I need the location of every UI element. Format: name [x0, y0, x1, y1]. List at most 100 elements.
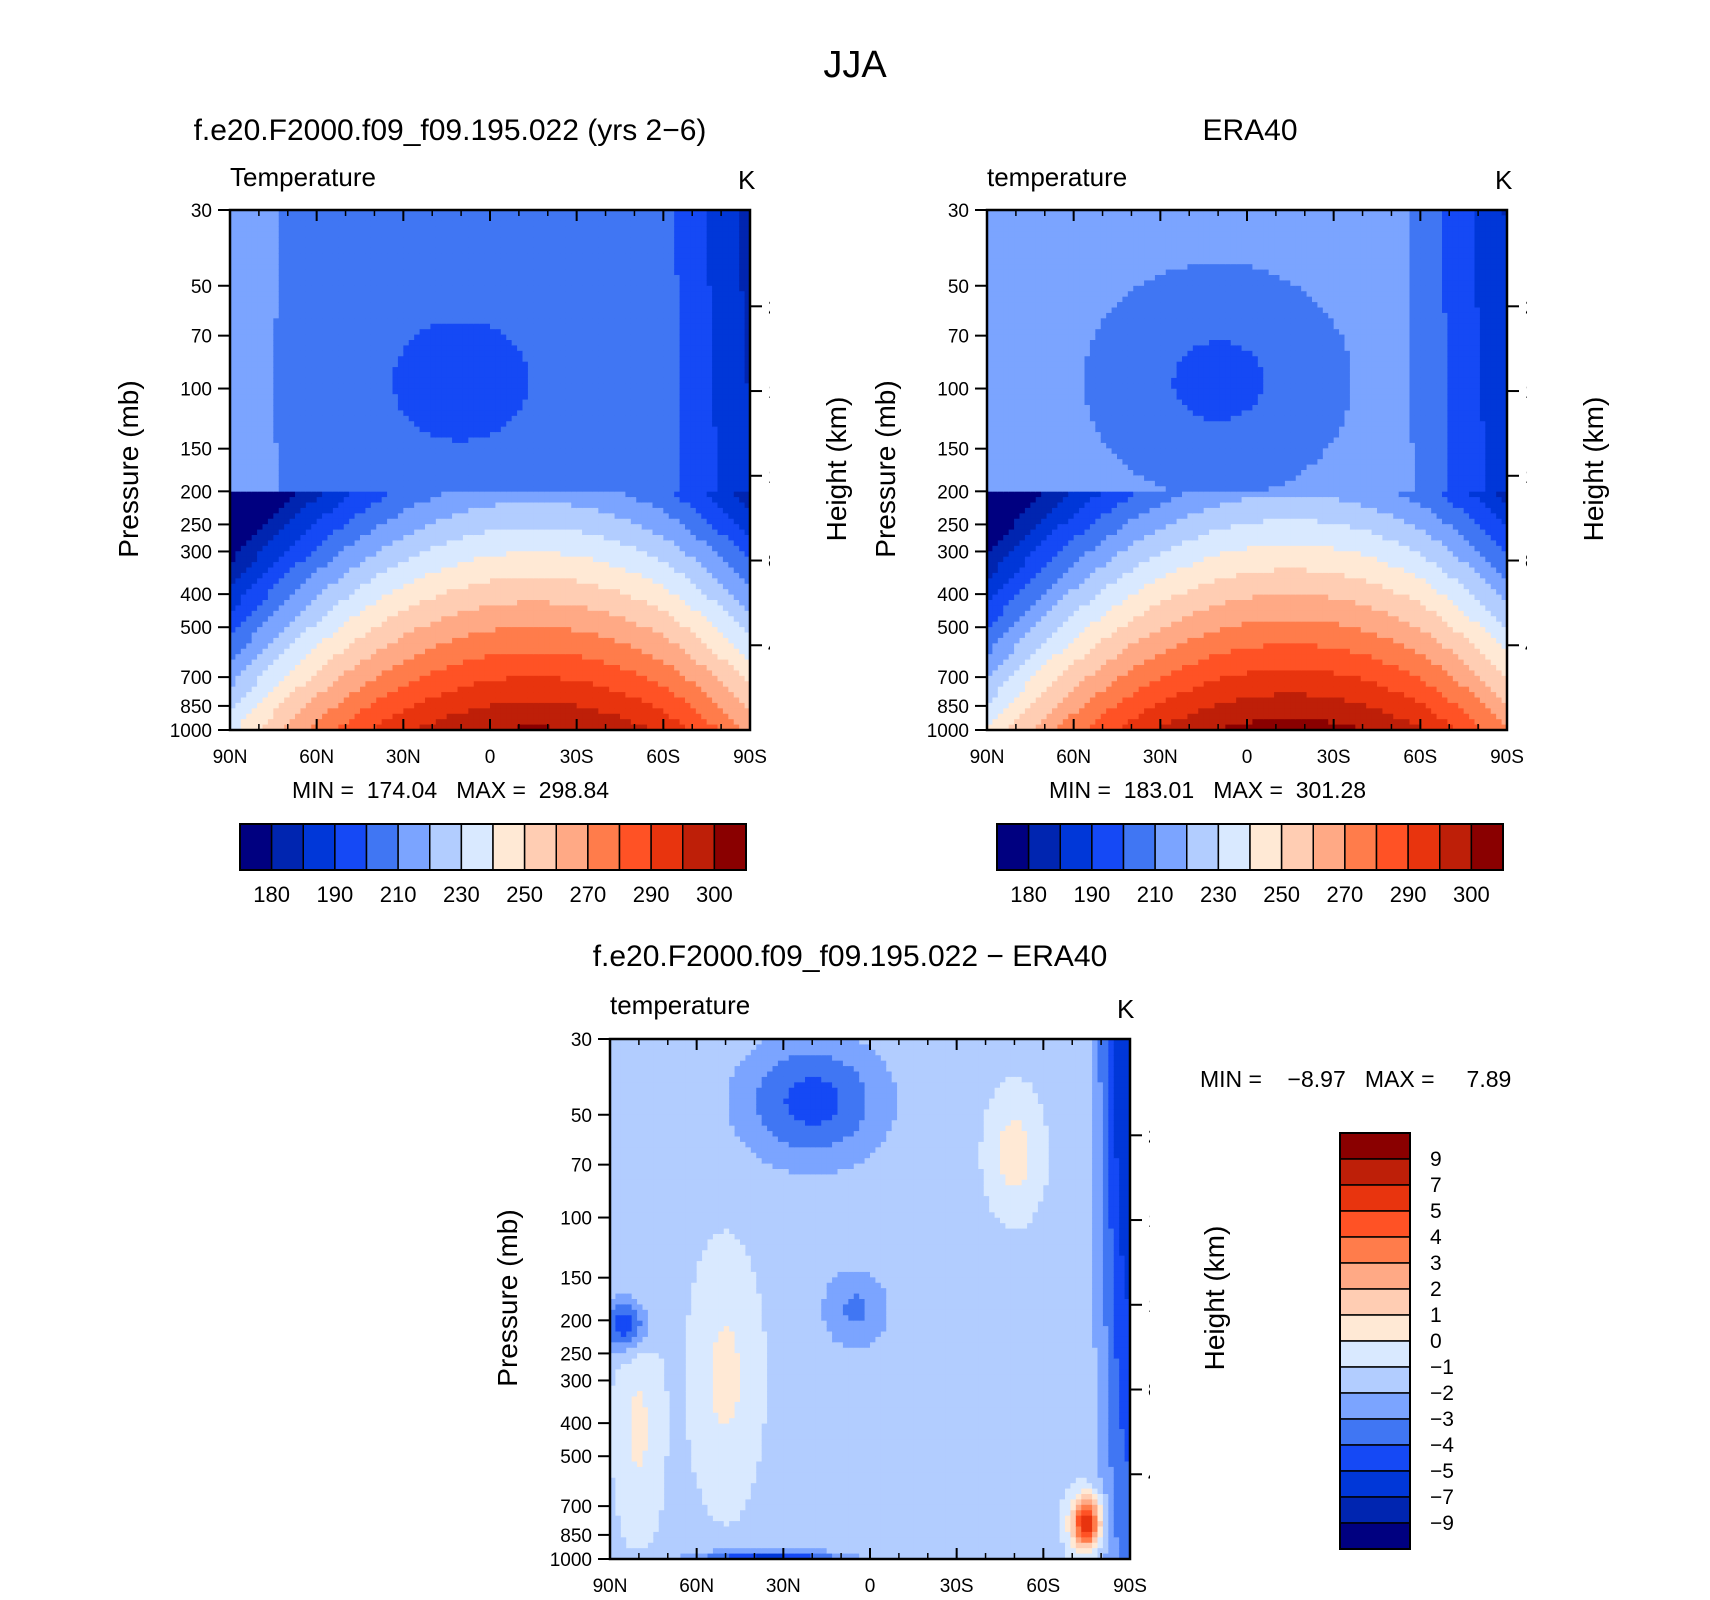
contour-cell: [462, 464, 469, 471]
contour-cell: [419, 643, 426, 650]
contour-cell: [246, 253, 253, 260]
contour-cell: [300, 659, 307, 666]
contour-cell: [457, 524, 464, 531]
contour-cell: [506, 659, 513, 666]
contour-cell: [284, 394, 291, 401]
contour-cell: [376, 394, 383, 401]
contour-cell: [289, 713, 296, 720]
contour-cell: [419, 480, 426, 487]
contour-cell: [446, 383, 453, 390]
contour-cell: [240, 405, 247, 412]
contour-cell: [349, 285, 356, 292]
contour-cell: [414, 497, 421, 504]
contour-cell: [235, 572, 242, 579]
contour-cell: [305, 562, 312, 569]
contour-cell: [365, 692, 372, 699]
contour-cell: [397, 356, 404, 363]
contour-cell: [376, 220, 383, 227]
contour-cell: [349, 296, 356, 303]
contour-cell: [300, 475, 307, 482]
contour-cell: [332, 237, 339, 244]
contour-cell: [435, 291, 442, 298]
contour-cell: [327, 486, 334, 493]
contour-cell: [295, 323, 302, 330]
contour-cell: [267, 572, 274, 579]
contour-cell: [267, 442, 274, 449]
contour-cell: [506, 437, 513, 444]
contour-cell: [235, 600, 242, 607]
contour-cell: [473, 220, 480, 227]
contour-cell: [332, 572, 339, 579]
contour-cell: [246, 372, 253, 379]
contour-cell: [506, 280, 513, 287]
contour-cell: [316, 442, 323, 449]
contour-cell: [506, 621, 513, 628]
contour-cell: [240, 702, 247, 709]
contour-cell: [354, 367, 361, 374]
contour-cell: [490, 681, 497, 688]
contour-cell: [419, 312, 426, 319]
contour-cell: [235, 237, 242, 244]
contour-cell: [403, 318, 410, 325]
contour-cell: [251, 415, 258, 422]
contour-cell: [305, 686, 312, 693]
contour-cell: [452, 258, 459, 265]
contour-cell: [295, 410, 302, 417]
contour-cell: [278, 340, 285, 347]
contour-cell: [430, 394, 437, 401]
contour-cell: [473, 589, 480, 596]
contour-cell: [403, 215, 410, 222]
contour-cell: [506, 556, 513, 563]
contour-cell: [284, 702, 291, 709]
contour-cell: [495, 285, 502, 292]
contour-cell: [343, 724, 350, 731]
contour-cell: [425, 334, 432, 341]
contour-cell: [500, 437, 507, 444]
contour-cell: [479, 708, 486, 715]
contour-cell: [316, 367, 323, 374]
contour-cell: [365, 572, 372, 579]
contour-cell: [484, 724, 491, 731]
contour-cell: [387, 312, 394, 319]
contour-cell: [452, 356, 459, 363]
contour-cell: [381, 535, 388, 542]
contour-cell: [403, 486, 410, 493]
contour-cell: [484, 432, 491, 439]
contour-cell: [446, 448, 453, 455]
contour-cell: [284, 399, 291, 406]
contour-cell: [322, 421, 329, 428]
contour-cell: [349, 567, 356, 574]
contour-cell: [278, 210, 285, 217]
contour-cell: [262, 302, 269, 309]
contour-cell: [506, 594, 513, 601]
contour-cell: [349, 442, 356, 449]
contour-cell: [430, 247, 437, 254]
contour-cell: [365, 529, 372, 536]
contour-cell: [376, 724, 383, 731]
contour-cell: [403, 535, 410, 542]
contour-cell: [435, 302, 442, 309]
contour-cell: [495, 578, 502, 585]
contour-cell: [240, 637, 247, 644]
contour-cell: [462, 507, 469, 514]
contour-cell: [506, 627, 513, 634]
contour-cell: [441, 377, 448, 384]
contour-cell: [230, 367, 237, 374]
contour-cell: [468, 345, 475, 352]
contour-cell: [370, 681, 377, 688]
contour-cell: [457, 426, 464, 433]
contour-cell: [387, 524, 394, 531]
contour-cell: [278, 220, 285, 227]
contour-cell: [305, 258, 312, 265]
contour-cell: [495, 318, 502, 325]
contour-cell: [479, 605, 486, 612]
contour-cell: [425, 291, 432, 298]
contour-cell: [343, 426, 350, 433]
contour-cell: [484, 643, 491, 650]
contour-cell: [484, 480, 491, 487]
contour-cell: [430, 226, 437, 233]
contour-cell: [387, 253, 394, 260]
contour-cell: [246, 432, 253, 439]
contour-cell: [495, 464, 502, 471]
contour-cell: [468, 437, 475, 444]
